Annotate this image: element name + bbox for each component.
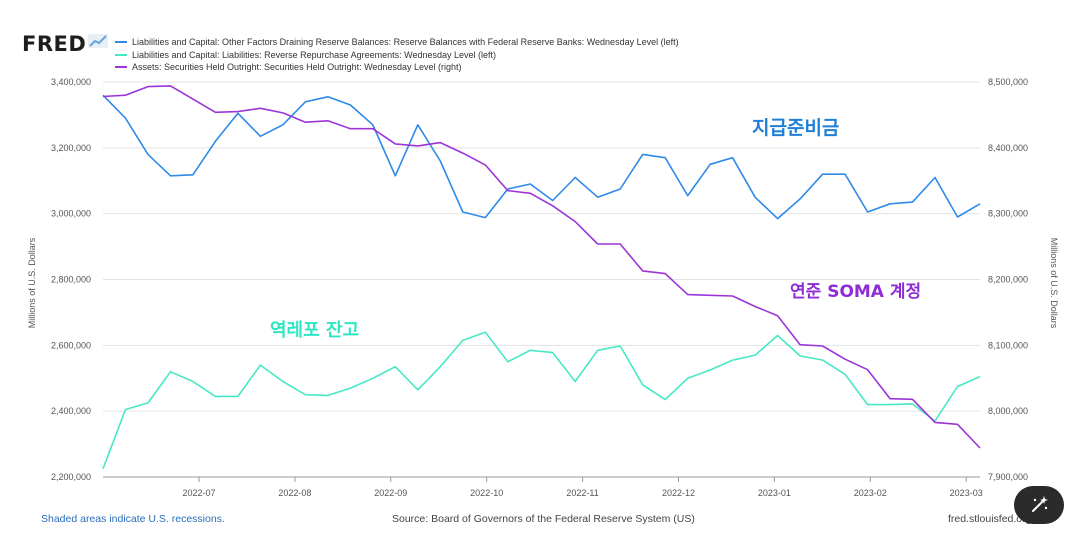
annotation-rrp: 역레포 잔고	[270, 320, 360, 341]
legend: Liabilities and Capital: Other Factors D…	[115, 36, 679, 74]
left-tick-label: 2,400,000	[51, 406, 91, 416]
legend-item-securities: Assets: Securities Held Outright: Securi…	[115, 61, 679, 74]
left-tick-label: 3,400,000	[51, 77, 91, 87]
legend-item-reserves: Liabilities and Capital: Other Factors D…	[115, 36, 679, 49]
legend-swatch-rrp	[115, 53, 127, 56]
right-axis-title: Millions of U.S. Dollars	[1049, 238, 1059, 329]
x-tick-label: 2022-12	[662, 488, 695, 498]
right-axis-ticks: 7,900,000 8,000,000 8,100,000 8,200,000 8,30…	[988, 77, 1028, 482]
x-tick-label: 2023-03	[950, 488, 983, 498]
series-lines	[102, 85, 981, 470]
x-tick-label: 2022-09	[374, 488, 407, 498]
left-axis-title: Millions of U.S. Dollars	[27, 237, 37, 328]
right-tick-label: 8,000,000	[988, 406, 1028, 416]
magic-wand-icon	[1032, 496, 1048, 512]
right-tick-label: 8,200,000	[988, 275, 1028, 285]
source-note: Source: Board of Governors of the Federa…	[392, 513, 695, 525]
site-link[interactable]: fred.stlouisfed.org	[948, 513, 1032, 525]
legend-label-reserves: Liabilities and Capital: Other Factors D…	[132, 37, 679, 47]
left-tick-label: 2,800,000	[51, 275, 91, 285]
left-tick-label: 2,200,000	[51, 472, 91, 482]
legend-swatch-reserves	[115, 41, 127, 44]
chart-trend-icon	[88, 34, 108, 48]
legend-label-rrp: Liabilities and Capital: Liabilities: Re…	[132, 49, 497, 60]
legend-label-securities: Assets: Securities Held Outright: Securi…	[132, 62, 462, 72]
x-tick-label: 2022-11	[566, 488, 598, 498]
recession-note-link[interactable]: Shaded areas indicate U.S. recessions.	[41, 513, 225, 525]
x-tick-label: 2023-01	[758, 488, 791, 498]
x-tick-label: 2022-07	[182, 488, 215, 498]
x-tick-label: 2022-08	[278, 488, 311, 498]
gridlines	[103, 81, 980, 478]
left-tick-label: 3,200,000	[51, 143, 91, 153]
annotation-soma: 연준 SOMA 계정	[790, 282, 922, 302]
annotation-reserves: 지급준비금	[752, 117, 840, 139]
series-line-2	[102, 85, 981, 449]
fred-logo[interactable]: FRED	[22, 32, 87, 56]
series-line-1	[102, 331, 981, 470]
legend-item-rrp: Liabilities and Capital: Liabilities: Re…	[115, 49, 679, 62]
right-tick-label: 8,100,000	[988, 340, 1028, 350]
right-tick-label: 7,900,000	[988, 472, 1028, 482]
left-axis-ticks: 2,200,000 2,400,000 2,600,000 2,800,000 3,00…	[51, 77, 91, 482]
left-tick-label: 3,000,000	[51, 209, 91, 219]
magic-edit-button[interactable]	[1014, 486, 1064, 524]
legend-swatch-securities	[115, 66, 127, 69]
x-axis-ticks: 2022-07 2022-08 2022-09 2022-10 2022-11 2022-…	[182, 477, 983, 498]
series-line-0	[102, 94, 981, 220]
left-tick-label: 2,600,000	[51, 340, 91, 350]
right-tick-label: 8,300,000	[988, 209, 1028, 219]
right-tick-label: 8,500,000	[988, 77, 1028, 87]
x-tick-label: 2023-02	[854, 488, 887, 498]
right-tick-label: 8,400,000	[988, 143, 1028, 153]
x-tick-label: 2022-10	[470, 488, 503, 498]
